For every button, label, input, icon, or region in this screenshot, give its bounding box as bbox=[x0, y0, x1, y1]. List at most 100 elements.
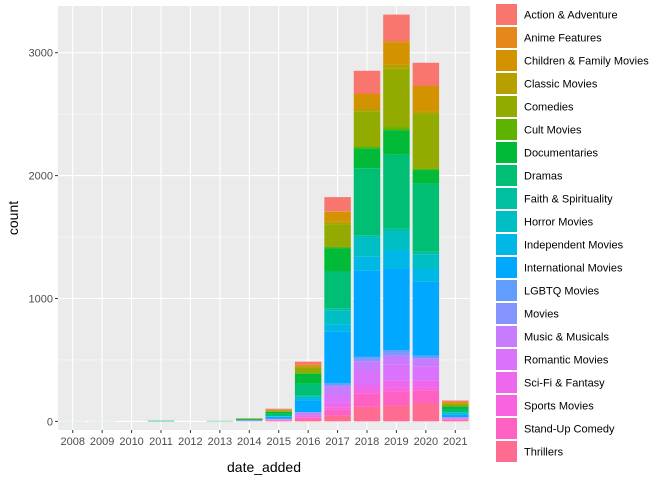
bar-segment bbox=[412, 62, 440, 86]
bar-segment bbox=[383, 228, 410, 232]
legend-key bbox=[496, 372, 517, 393]
y-axis-title: count bbox=[5, 201, 21, 235]
bar-segment bbox=[353, 237, 381, 257]
bar-segment bbox=[353, 270, 381, 357]
x-tick-label: 2016 bbox=[296, 436, 320, 448]
bar-segment bbox=[353, 235, 381, 238]
bar-segment bbox=[324, 384, 351, 387]
bar-segment bbox=[412, 390, 440, 403]
bar-segment bbox=[412, 269, 440, 282]
legend-label: Anime Features bbox=[524, 33, 602, 45]
y-axis: 0 1000 2000 3000 bbox=[29, 48, 58, 428]
legend-key bbox=[496, 142, 517, 163]
bar-segment bbox=[294, 383, 322, 396]
bar-segment bbox=[324, 211, 351, 222]
bar-segment bbox=[324, 308, 351, 311]
bar-segment bbox=[442, 418, 469, 420]
bar-segment bbox=[265, 410, 292, 412]
bar-segment bbox=[383, 130, 410, 155]
legend-label: Thrillers bbox=[524, 447, 564, 459]
bar-segment bbox=[324, 197, 351, 212]
legend-label: International Movies bbox=[524, 263, 623, 275]
bar-segment bbox=[442, 408, 469, 413]
bar-segment bbox=[265, 413, 292, 417]
bar-segment bbox=[383, 387, 410, 392]
bar-segment bbox=[294, 400, 322, 413]
x-tick-label: 2015 bbox=[266, 436, 290, 448]
legend-label: Cult Movies bbox=[524, 125, 582, 137]
bar-segment bbox=[383, 14, 410, 42]
bar-segment bbox=[324, 246, 351, 249]
legend-label: Classic Movies bbox=[524, 79, 598, 91]
bar-segment bbox=[442, 419, 469, 421]
bar-segment bbox=[265, 408, 292, 410]
legend-key bbox=[496, 119, 517, 140]
bar-segment bbox=[412, 254, 440, 270]
legend-label: Faith & Spirituality bbox=[524, 194, 613, 206]
legend-key bbox=[496, 257, 517, 278]
bar-segment bbox=[353, 146, 381, 149]
bar-segment bbox=[383, 68, 410, 128]
y-tick-label: 2000 bbox=[29, 171, 53, 183]
bar-segment bbox=[383, 352, 410, 356]
bar-segment bbox=[412, 380, 440, 388]
legend-label: LGBTQ Movies bbox=[524, 286, 600, 298]
bar-segment bbox=[412, 281, 440, 356]
bar-segment bbox=[324, 407, 351, 410]
bar-segment bbox=[442, 401, 469, 404]
legend-label: Independent Movies bbox=[524, 240, 624, 252]
x-tick-label: 2011 bbox=[149, 436, 173, 448]
bar-segment bbox=[353, 390, 381, 394]
bar-segment bbox=[412, 355, 440, 358]
legend-key bbox=[496, 27, 517, 48]
bar-segment bbox=[324, 324, 351, 332]
bar-segment bbox=[236, 418, 263, 420]
bar-segment bbox=[353, 108, 381, 112]
bar-segment bbox=[442, 412, 469, 414]
bar-segment bbox=[383, 350, 410, 353]
legend-label: Stand-Up Comedy bbox=[524, 424, 615, 436]
bar-segment bbox=[294, 367, 322, 374]
legend-key bbox=[496, 96, 517, 117]
legend-key bbox=[496, 211, 517, 232]
bar-segment bbox=[294, 398, 322, 401]
bar-segment bbox=[383, 154, 410, 229]
bar-segment bbox=[383, 380, 410, 388]
bar-segment bbox=[294, 415, 322, 418]
bar-segment bbox=[353, 384, 381, 391]
bar-segment bbox=[383, 269, 410, 351]
bar-segment bbox=[324, 271, 351, 309]
x-tick-label: 2008 bbox=[60, 436, 84, 448]
bar-segment bbox=[412, 168, 440, 171]
y-tick-label: 0 bbox=[47, 416, 53, 428]
bar-segment bbox=[353, 111, 381, 147]
bar-segment bbox=[442, 418, 469, 419]
bar-segment bbox=[353, 356, 381, 359]
bar-segment bbox=[383, 41, 410, 43]
bar-segment bbox=[353, 406, 381, 422]
legend-key bbox=[496, 4, 517, 25]
legend-label: Documentaries bbox=[524, 148, 598, 160]
legend-key bbox=[496, 165, 517, 186]
y-tick-label: 1000 bbox=[29, 293, 53, 305]
bar-segment bbox=[265, 411, 292, 414]
bar-segment bbox=[442, 400, 469, 402]
bar-segment bbox=[383, 355, 410, 365]
bar-segment bbox=[147, 420, 175, 422]
bar-segment bbox=[442, 406, 469, 409]
legend-label: Horror Movies bbox=[524, 217, 594, 229]
bar-segment bbox=[294, 419, 322, 422]
x-tick-label: 2021 bbox=[443, 436, 467, 448]
bar-segment bbox=[353, 371, 381, 385]
bar-segment bbox=[383, 231, 410, 250]
x-tick-label: 2010 bbox=[119, 436, 143, 448]
x-tick-label: 2019 bbox=[384, 436, 408, 448]
legend-label: Sci-Fi & Fantasy bbox=[524, 378, 605, 390]
bar-segment bbox=[353, 93, 381, 95]
bar-segment bbox=[294, 396, 322, 399]
legend-key bbox=[496, 441, 517, 462]
x-tick-label: 2012 bbox=[178, 436, 202, 448]
bar-segment bbox=[353, 94, 381, 109]
legend-label: Movies bbox=[524, 309, 559, 321]
